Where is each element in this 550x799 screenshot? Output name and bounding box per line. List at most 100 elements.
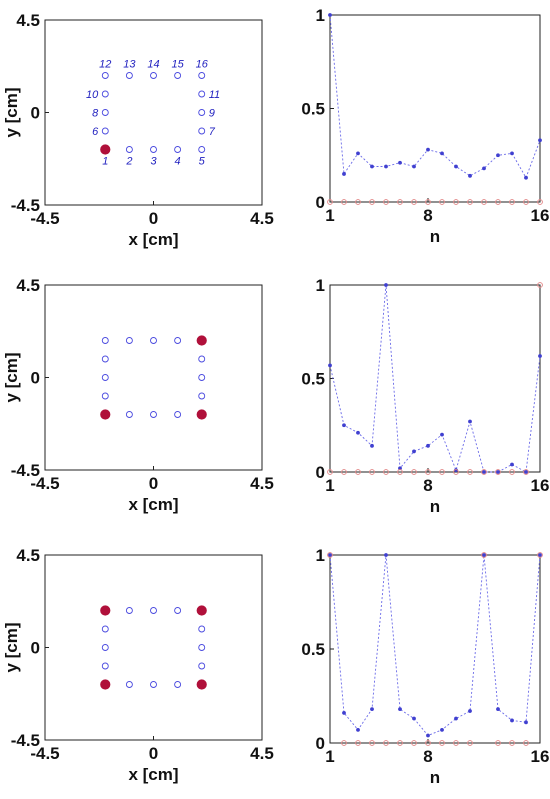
sensor-point <box>198 146 206 153</box>
data-point-star <box>440 151 444 156</box>
data-point-circle <box>327 469 333 475</box>
sensor-index-label: 5 <box>199 156 206 168</box>
sensor-point <box>174 681 182 688</box>
sensor-point <box>125 411 133 418</box>
sensor-point <box>198 392 206 400</box>
plot-frame <box>44 284 263 471</box>
data-point-star <box>510 462 514 467</box>
y-tick-label: 0 <box>316 734 325 753</box>
sensor-index-label: 7 <box>209 126 216 138</box>
sensor-point <box>101 662 109 670</box>
y-tick-label: 1 <box>316 276 325 295</box>
y-axis-label: y [cm] <box>2 622 21 672</box>
data-point-circle <box>523 199 529 205</box>
data-point-circle <box>327 552 333 558</box>
data-point-circle <box>509 740 515 746</box>
data-point-circle <box>355 469 361 475</box>
data-point-star <box>412 449 416 454</box>
data-point-circle <box>369 199 375 205</box>
sensor-point <box>150 72 157 79</box>
y-axis-label: y [cm] <box>2 87 21 137</box>
y-tick-label: -4.5 <box>11 731 40 750</box>
x-tick-label: 16 <box>531 206 550 225</box>
sensor-index-label: 15 <box>171 59 184 71</box>
y-tick-label: 0 <box>31 104 40 123</box>
data-point-circle <box>537 282 543 288</box>
x-axis-label: x [cm] <box>128 230 178 249</box>
sensor-index-label: 6 <box>92 126 99 138</box>
y-tick-label: 0 <box>316 193 325 212</box>
data-point-star <box>328 363 332 368</box>
sensor-point <box>125 607 133 614</box>
data-point-star <box>524 175 528 180</box>
plot-frame <box>44 554 263 741</box>
data-point-circle <box>495 469 501 475</box>
data-point-circle <box>383 199 389 205</box>
x-tick-label: 4.5 <box>250 209 274 228</box>
data-point-circle <box>537 552 543 558</box>
data-point-circle <box>467 199 473 205</box>
x-tick-label: 4.5 <box>250 744 274 763</box>
data-point-star <box>524 470 528 474</box>
sensor-index-label: 16 <box>196 59 209 71</box>
data-point-star <box>412 164 416 169</box>
active-sensor-point <box>100 409 111 420</box>
data-point-circle <box>481 469 487 475</box>
data-point-circle <box>439 469 445 475</box>
data-point-star <box>398 160 402 165</box>
data-point-star <box>426 733 430 738</box>
data-point-star <box>370 443 374 448</box>
sensor-point <box>198 625 206 633</box>
sensor-point <box>198 127 206 135</box>
sensor-point <box>101 374 109 381</box>
data-point-star <box>538 553 542 557</box>
sensor-point <box>198 72 206 79</box>
data-point-circle <box>453 469 459 475</box>
x-axis-label: x [cm] <box>128 765 178 784</box>
sensor-point <box>101 337 109 344</box>
sensor-layout-plot: -4.5 0 4.5-4.504.5x [cm]y [cm]1 2 3 4 56 78 910 1… <box>2 11 274 249</box>
response-plot: 1 8 16 0 0.5 1 n <box>301 6 549 246</box>
data-point-circle <box>369 469 375 475</box>
plot-frame <box>329 284 541 473</box>
data-point-star <box>454 716 458 721</box>
data-point-star <box>482 470 486 474</box>
y-tick-label: 0.5 <box>301 100 325 119</box>
data-point-star <box>482 166 486 171</box>
data-point-star <box>496 707 500 712</box>
data-point-circle <box>369 740 375 746</box>
data-point-circle <box>397 469 403 475</box>
data-point-circle <box>481 199 487 205</box>
data-point-star <box>342 711 346 715</box>
data-point-star <box>496 153 500 158</box>
series-line <box>329 284 541 473</box>
sensor-point <box>125 337 133 344</box>
data-point-circle <box>495 199 501 205</box>
sensor-point <box>198 644 206 651</box>
sensor-point <box>174 146 182 153</box>
data-point-circle <box>481 552 487 558</box>
data-point-circle <box>425 740 431 746</box>
data-point-circle <box>523 469 529 475</box>
sensor-point <box>101 392 109 400</box>
data-point-circle <box>509 199 515 205</box>
sensor-index-label: 14 <box>147 59 159 71</box>
data-point-star <box>356 430 360 435</box>
data-point-star <box>328 13 332 17</box>
sensor-index-label: 9 <box>209 108 215 120</box>
sensor-point <box>125 146 133 153</box>
active-sensor-point <box>196 679 207 690</box>
sensor-point <box>101 625 109 633</box>
data-point-star <box>510 718 514 723</box>
sensor-point <box>150 337 157 344</box>
data-point-circle <box>355 199 361 205</box>
data-point-circle <box>327 199 333 205</box>
active-sensor-point <box>196 335 207 346</box>
data-point-star <box>370 164 374 169</box>
x-tick-label: 16 <box>531 476 550 495</box>
sensor-point <box>101 90 109 98</box>
data-point-star <box>524 720 528 725</box>
sensor-point <box>198 662 206 670</box>
data-point-star <box>426 443 430 448</box>
x-tick-label: 4.5 <box>250 474 274 493</box>
